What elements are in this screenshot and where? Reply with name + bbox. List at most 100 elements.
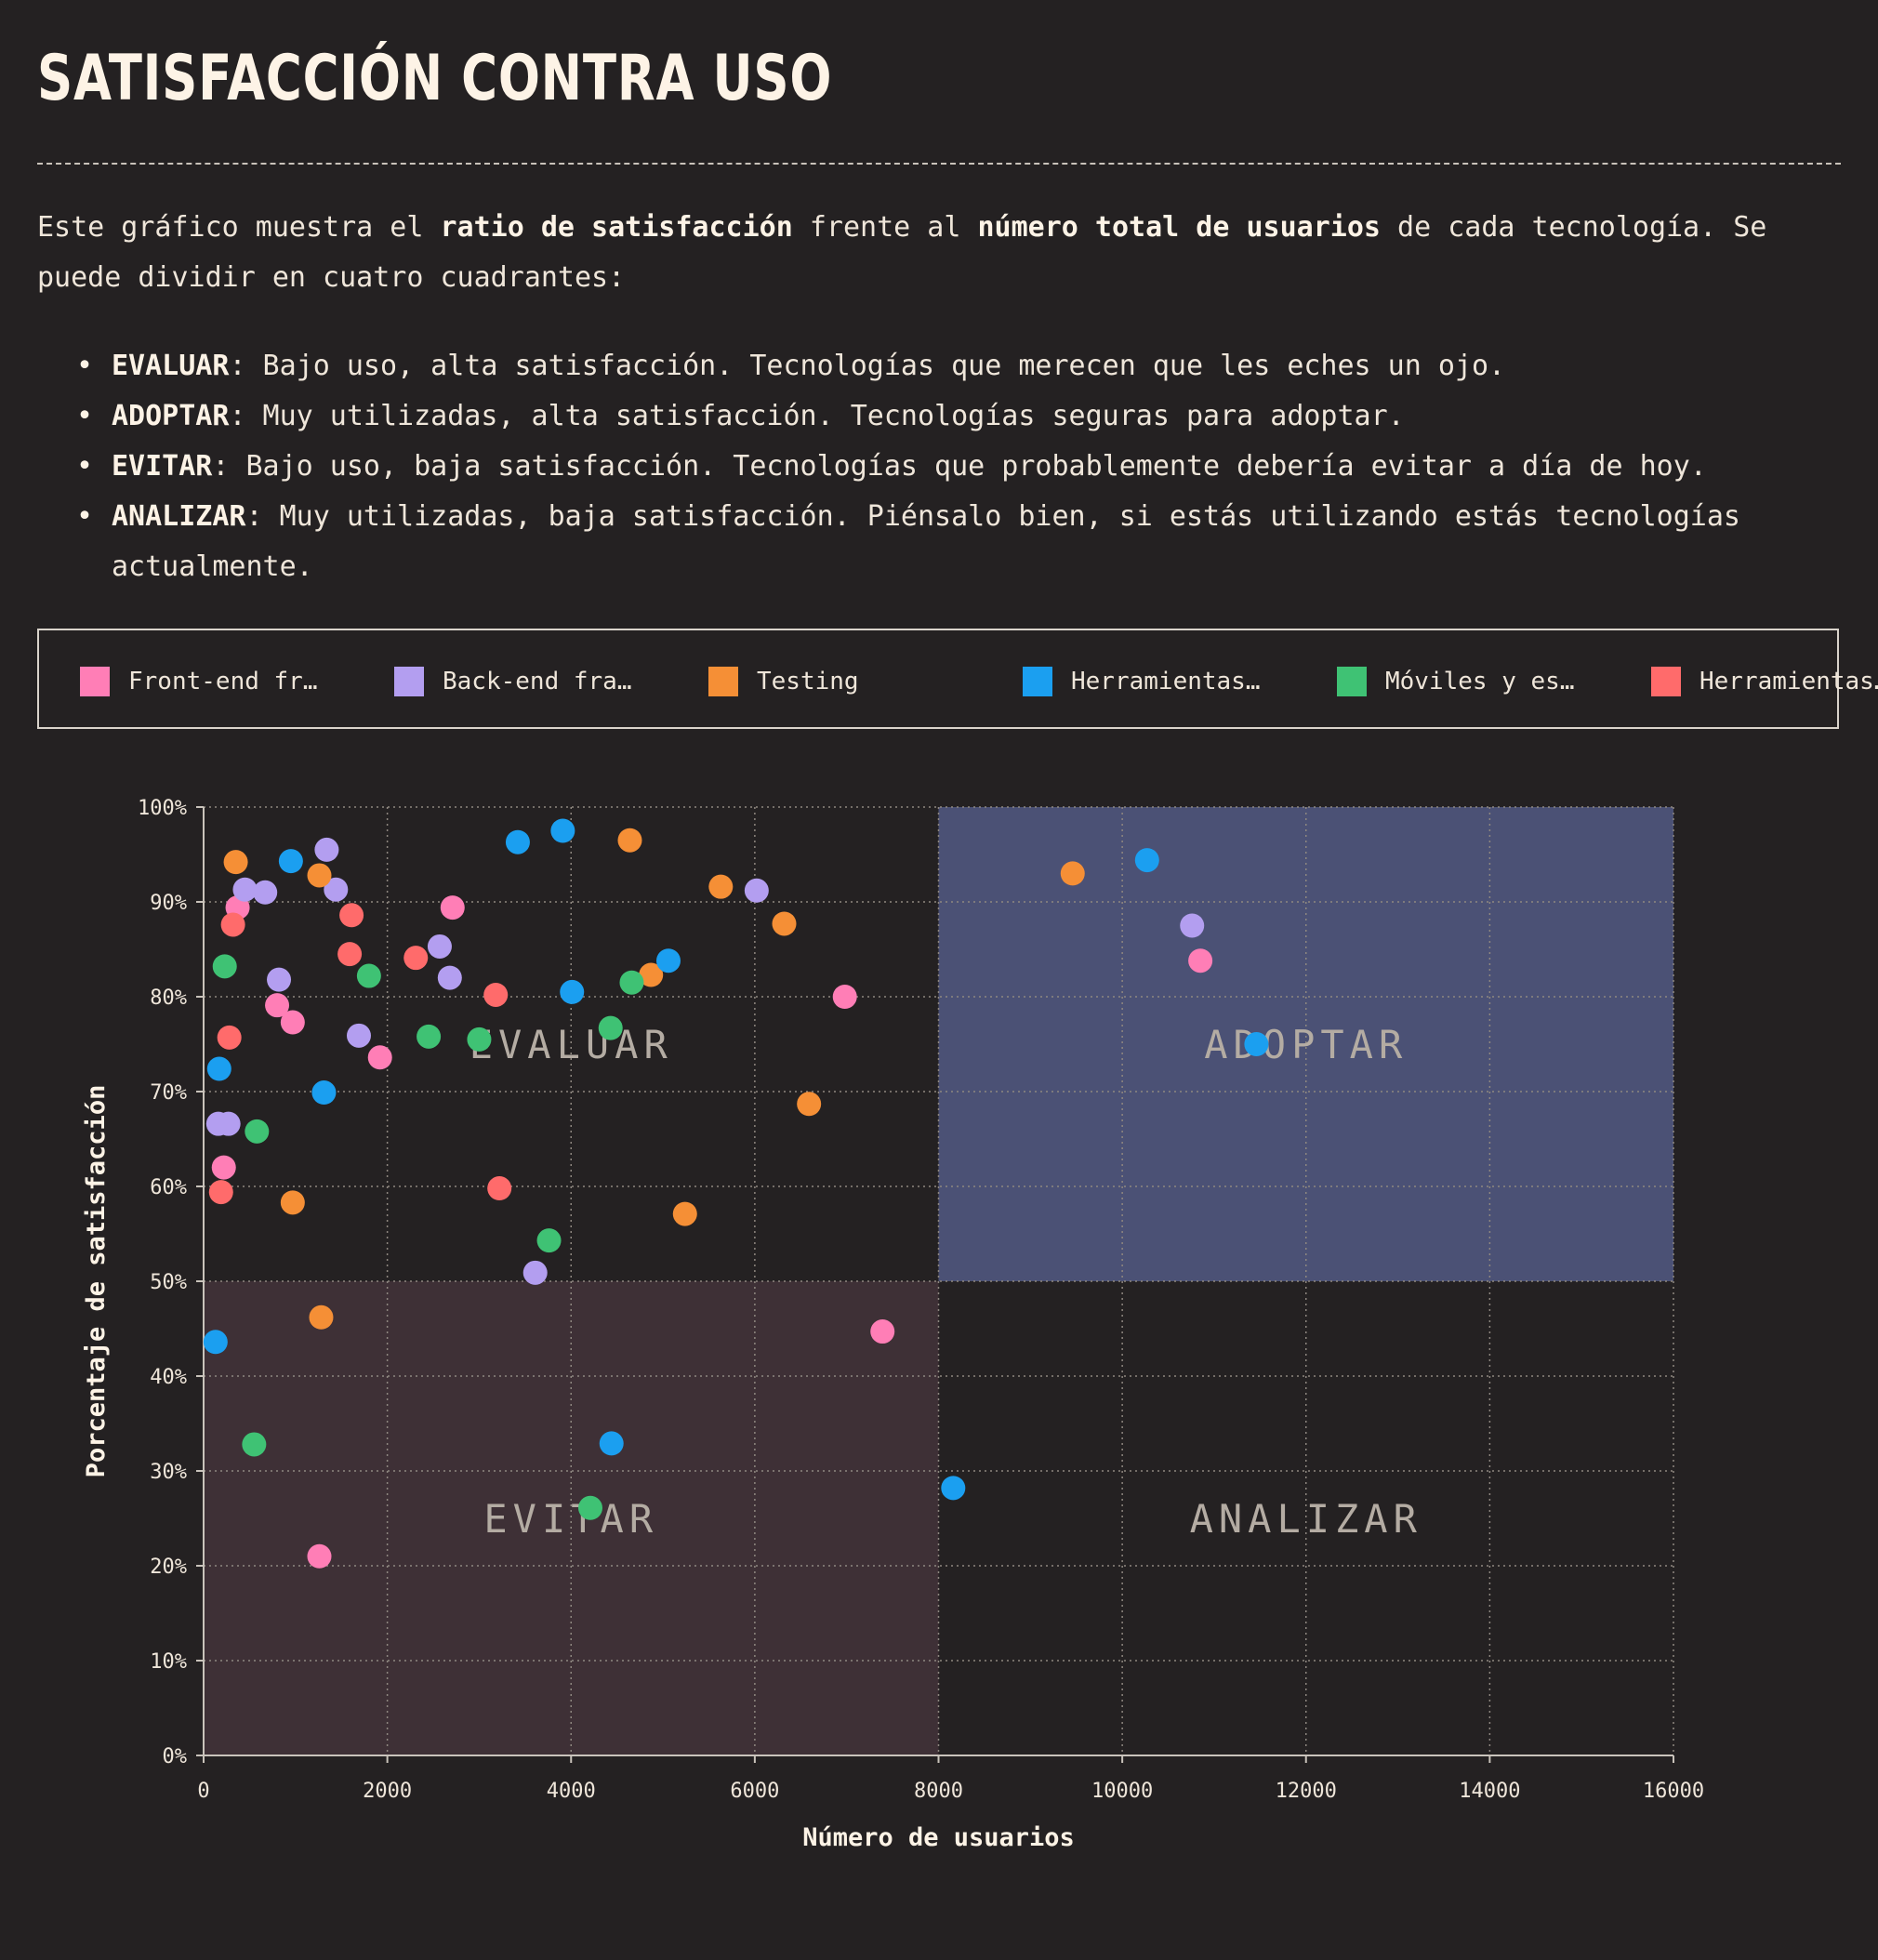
data-point: [220, 912, 245, 937]
data-point: [307, 863, 332, 888]
intro-text-1: Este gráfico muestra el: [37, 211, 441, 244]
data-point: [672, 1201, 697, 1226]
data-point: [311, 1080, 337, 1106]
data-point: [578, 1495, 603, 1520]
data-point: [1188, 948, 1213, 973]
data-point: [314, 837, 339, 862]
x-tick-label: 10000: [1091, 1780, 1153, 1803]
data-point: [208, 1180, 233, 1205]
data-point: [307, 1543, 332, 1569]
data-point: [505, 829, 530, 854]
y-axis-title: Porcentaje de satisfacción: [82, 1085, 111, 1478]
quadrant-name: ANALIZAR: [112, 500, 246, 533]
data-point: [280, 1010, 305, 1035]
data-point: [216, 1111, 241, 1136]
legend-item-herramientas-1[interactable]: Herramientas…: [1023, 666, 1261, 697]
data-point: [253, 880, 278, 905]
y-tick-label: 10%: [150, 1650, 187, 1674]
x-axis-title: Número de usuarios: [802, 1823, 1075, 1852]
data-point: [536, 1228, 562, 1253]
legend-item-backend[interactable]: Back-end fra…: [394, 666, 632, 697]
data-point: [744, 878, 769, 903]
data-point: [619, 970, 644, 995]
legend-item-testing[interactable]: Testing: [708, 666, 859, 697]
x-tick-label: 12000: [1276, 1780, 1337, 1803]
legend-label: Back-end fra…: [443, 668, 632, 695]
x-tick-label: 16000: [1643, 1780, 1704, 1803]
quadrant-description: : Muy utilizadas, baja satisfacción. Pié…: [112, 500, 1740, 583]
data-point: [223, 850, 248, 875]
data-point: [417, 1024, 442, 1049]
legend-swatch: [394, 667, 424, 696]
quadrant-item-adoptar: ADOPTAR: Muy utilizadas, alta satisfacci…: [74, 391, 1822, 442]
data-point: [617, 828, 642, 853]
intro-bold-1: ratio de satisfacción: [440, 211, 793, 244]
data-point: [467, 1026, 492, 1052]
quadrant-item-evitar: EVITAR: Bajo uso, baja satisfacción. Tec…: [74, 442, 1822, 492]
legend-swatch: [1023, 667, 1052, 696]
data-point: [356, 963, 381, 988]
quadrant-label-analizar: ANALIZAR: [1190, 1496, 1422, 1542]
data-point: [483, 982, 509, 1007]
legend-item-moviles[interactable]: Móviles y es…: [1337, 666, 1575, 697]
data-point: [206, 1056, 231, 1081]
data-point: [522, 1260, 548, 1285]
data-point: [560, 979, 585, 1004]
quadrant-name: EVITAR: [112, 450, 213, 483]
quadrant-description: : Muy utilizadas, alta satisfacción. Tec…: [229, 400, 1405, 432]
legend-label: Móviles y es…: [1385, 668, 1575, 695]
legend-label: Front-end fr…: [128, 668, 318, 695]
data-point: [437, 965, 462, 990]
data-point: [599, 1431, 624, 1456]
data-point: [487, 1176, 512, 1201]
quadrant-label-evaluar: EVALUAR: [470, 1022, 673, 1067]
quadrant-name: EVALUAR: [112, 350, 230, 382]
x-tick-label: 2000: [363, 1780, 412, 1803]
legend-label: Herramientas…: [1071, 668, 1261, 695]
y-tick-label: 70%: [150, 1081, 187, 1105]
data-point: [550, 818, 575, 843]
intro-text-2: frente al: [792, 211, 978, 244]
y-tick-label: 0%: [163, 1745, 188, 1768]
y-tick-label: 90%: [150, 892, 187, 915]
quadrant-label-evitar: EVITAR: [483, 1496, 658, 1542]
data-point: [245, 1119, 270, 1144]
data-point: [941, 1476, 966, 1501]
data-point: [265, 993, 290, 1018]
legend-swatch: [1337, 667, 1367, 696]
data-point: [346, 1023, 371, 1048]
data-point: [212, 954, 237, 979]
data-point: [1060, 861, 1085, 886]
legend-swatch: [1651, 667, 1681, 696]
quadrant-name: ADOPTAR: [112, 400, 230, 432]
legend-item-frontend[interactable]: Front-end fr…: [80, 666, 318, 697]
legend-item-herramientas-2[interactable]: Herramientas…: [1651, 666, 1878, 697]
data-point: [339, 903, 364, 928]
data-point: [772, 911, 797, 936]
y-tick-label: 20%: [150, 1556, 187, 1579]
data-point: [1244, 1032, 1269, 1056]
quadrant-item-evaluar: EVALUAR: Bajo uso, alta satisfacción. Te…: [74, 341, 1822, 391]
y-tick-label: 40%: [150, 1366, 187, 1389]
data-point: [639, 962, 664, 987]
quadrant-description: : Bajo uso, baja satisfacción. Tecnologí…: [212, 450, 1707, 483]
data-point: [832, 985, 857, 1009]
y-tick-label: 80%: [150, 987, 187, 1010]
x-tick-label: 6000: [730, 1780, 779, 1803]
x-tick-label: 14000: [1459, 1780, 1520, 1803]
data-point: [1180, 913, 1205, 938]
quadrant-label-adoptar: ADOPTAR: [1204, 1022, 1408, 1067]
data-point: [870, 1319, 895, 1344]
x-tick-label: 4000: [547, 1780, 596, 1803]
data-point: [440, 895, 465, 920]
data-point: [797, 1092, 822, 1117]
y-tick-label: 100%: [138, 797, 187, 820]
data-point: [598, 1015, 623, 1040]
data-point: [708, 874, 734, 899]
data-point: [1134, 848, 1159, 873]
x-tick-label: 0: [197, 1780, 209, 1803]
intro-paragraph: Este gráfico muestra el ratio de satisfa…: [37, 203, 1841, 303]
legend-label: Testing: [757, 668, 859, 695]
chart-legend: Front-end fr… Back-end fra… Testing Herr…: [37, 629, 1878, 729]
data-point: [309, 1304, 334, 1330]
